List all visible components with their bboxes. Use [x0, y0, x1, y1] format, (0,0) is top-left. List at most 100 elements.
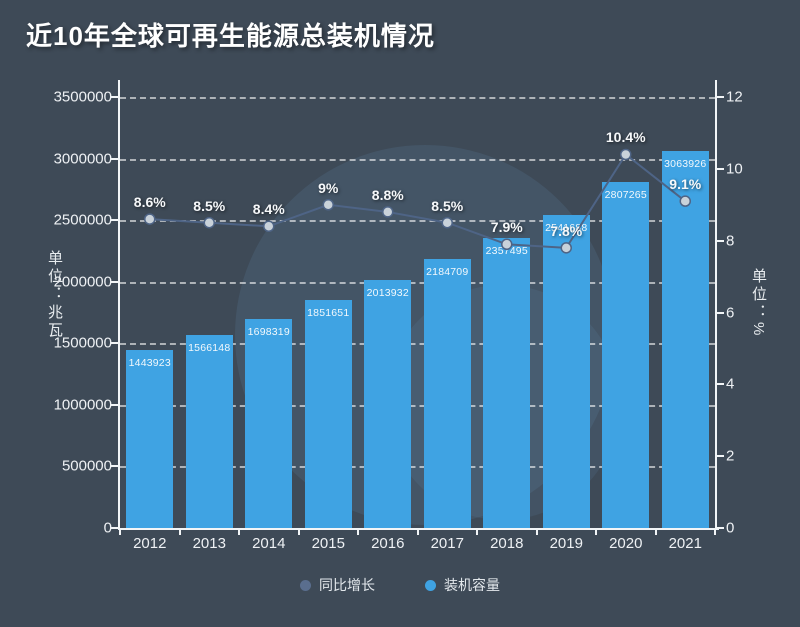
axis-tick-mark	[111, 465, 118, 468]
axis-tick-mark	[111, 157, 118, 160]
growth-value-label: 8.5%	[193, 197, 226, 214]
gridline	[120, 343, 715, 346]
gridline	[120, 281, 715, 284]
x-axis-tick: 2017	[430, 535, 464, 552]
gridline	[120, 97, 715, 99]
axis-tick-mark	[717, 96, 724, 98]
left-axis-title: 单位：兆瓦	[46, 250, 63, 340]
y-axis-tick-right: 4	[726, 375, 735, 393]
axis-tick-mark	[654, 528, 657, 535]
axis-tick-mark	[111, 403, 118, 406]
line-marker[interactable]	[560, 242, 572, 254]
bar-2012[interactable]: 1443923	[126, 350, 174, 528]
y-axis-tick-left: 1000000	[53, 396, 112, 414]
legend: 同比增长 装机容量	[0, 575, 800, 595]
bar-value-label: 1443923	[128, 357, 171, 370]
y-axis-tick-left: 2500000	[53, 211, 112, 229]
bar-2017[interactable]: 2184709	[423, 258, 471, 528]
x-axis-tick-labels: 2012 2013 2014 2015 2016 2017 2018 2019 2020 2021	[120, 535, 715, 557]
bar-2015[interactable]: 1851651	[304, 299, 352, 528]
axis-tick-mark	[717, 239, 724, 242]
legend-item-growth[interactable]: 同比增长	[300, 575, 375, 595]
line-marker[interactable]	[679, 195, 691, 207]
axis-tick-mark	[178, 528, 181, 535]
line-marker[interactable]	[620, 148, 632, 161]
axis-tick-mark	[714, 528, 716, 535]
bar-2016[interactable]: 2013932	[364, 280, 412, 528]
axis-tick-mark	[476, 528, 478, 535]
chart-title: 近10年全球可再生能源总装机情况	[26, 21, 435, 51]
line-marker[interactable]	[382, 206, 394, 218]
x-axis-tick: 2014	[252, 535, 286, 552]
y-axis-tick-left: 3500000	[53, 88, 112, 106]
growth-value-label: 8.6%	[133, 194, 166, 211]
bar-value-label: 2357495	[485, 244, 528, 257]
right-axis-tick-labels: 0 2 4 6 8 10 12	[726, 89, 766, 537]
axis-tick-mark	[297, 528, 300, 535]
y-axis-tick-left: 500000	[61, 457, 112, 475]
bar-2021[interactable]: 3063926	[661, 150, 709, 528]
x-axis-tick: 2013	[192, 535, 226, 552]
line-marker[interactable]	[144, 213, 156, 225]
axis-tick-mark	[717, 383, 724, 386]
bar-2013[interactable]: 1566148	[185, 335, 233, 528]
line-marker[interactable]	[322, 199, 334, 211]
gridline	[120, 404, 715, 407]
bar-2020[interactable]: 2807265	[602, 182, 650, 528]
y-axis-tick-left: 3000000	[53, 150, 112, 168]
axis-tick-mark	[238, 528, 240, 535]
y-axis-tick-right: 12	[726, 88, 743, 106]
y-axis-tick-right: 8	[726, 232, 735, 250]
axis-tick-mark	[416, 528, 419, 535]
bar-2018[interactable]: 2357495	[483, 237, 531, 528]
y-axis-tick-right: 0	[726, 519, 735, 537]
line-marker[interactable]	[441, 216, 453, 229]
growth-line-path	[149, 152, 686, 249]
x-axis-line	[118, 528, 719, 530]
axis-tick-mark	[717, 455, 724, 458]
bar-2014[interactable]: 1698319	[245, 318, 293, 528]
axis-tick-mark	[717, 527, 724, 529]
axis-tick-mark	[717, 311, 724, 314]
bar-value-label: 2013932	[366, 287, 409, 299]
legend-dot-growth	[300, 579, 311, 591]
x-axis-tick: 2020	[609, 535, 643, 552]
legend-label-capacity: 装机容量	[444, 577, 500, 593]
bar-value-label: 3063926	[664, 157, 707, 170]
y-axis-tick-right: 6	[726, 304, 735, 321]
growth-value-label: 8.4%	[252, 201, 285, 218]
x-axis-tick: 2018	[490, 535, 524, 552]
growth-value-label: 8.8%	[371, 186, 404, 203]
legend-dot-capacity	[425, 579, 436, 591]
gridline	[120, 220, 715, 223]
axis-tick-mark	[357, 528, 359, 535]
legend-label-growth: 同比增长	[319, 577, 375, 593]
left-y-axis-line	[118, 80, 120, 530]
legend-item-capacity[interactable]: 装机容量	[425, 575, 500, 595]
growth-value-label: 9.1%	[669, 176, 702, 193]
right-axis-title: 单位：%	[750, 268, 767, 339]
axis-tick-mark	[111, 342, 118, 345]
x-axis-tick: 2015	[311, 535, 345, 552]
bar-value-label: 1698319	[247, 325, 290, 338]
y-axis-tick-right: 2	[726, 447, 735, 465]
line-marker[interactable]	[501, 238, 513, 251]
axis-tick-mark	[111, 527, 118, 529]
growth-value-label: 10.4%	[605, 129, 646, 146]
x-axis-tick: 2016	[371, 535, 405, 552]
y-axis-tick-left: 0	[103, 519, 112, 537]
x-axis-tick: 2012	[133, 535, 167, 552]
right-y-axis-line	[715, 80, 717, 530]
growth-value-label: 7.8%	[550, 222, 583, 239]
axis-tick-mark	[111, 280, 118, 283]
growth-value-label: 7.9%	[490, 219, 523, 236]
left-axis-tick-labels: 0 500000 1000000 1500000 2000000 2500000 30000…	[30, 89, 112, 537]
growth-value-label: 8.5%	[431, 197, 464, 214]
gridline	[120, 158, 715, 161]
bar-value-label: 2184709	[426, 265, 469, 278]
line-marker[interactable]	[263, 220, 275, 233]
axis-tick-mark	[119, 528, 121, 535]
y-axis-tick-left: 2000000	[53, 273, 112, 291]
line-marker[interactable]	[203, 216, 215, 229]
axis-tick-mark	[595, 528, 597, 535]
